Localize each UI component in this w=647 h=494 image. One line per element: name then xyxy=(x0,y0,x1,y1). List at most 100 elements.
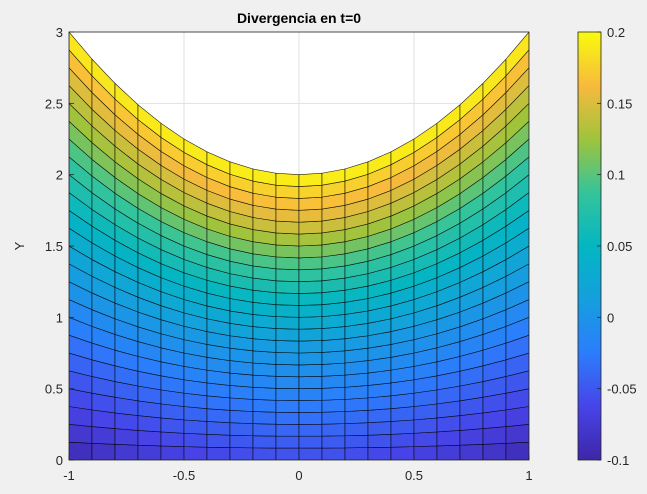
x-tick-label: -1 xyxy=(63,468,75,483)
mesh-cell xyxy=(505,209,529,244)
mesh-cell xyxy=(275,435,300,449)
mesh-cell xyxy=(229,409,254,424)
mesh-cell xyxy=(367,421,392,436)
mesh-cell xyxy=(229,434,254,449)
mesh-cell xyxy=(252,326,277,341)
mesh-cell xyxy=(505,299,529,327)
mesh-cell xyxy=(321,399,346,413)
mesh-cell xyxy=(298,435,323,449)
mesh-cell xyxy=(344,409,369,424)
colorbar-tick-label: 0.15 xyxy=(607,96,632,111)
mesh-cell xyxy=(114,443,139,460)
mesh-cell xyxy=(344,372,369,388)
mesh-cell xyxy=(298,232,323,247)
mesh-cell xyxy=(229,447,254,460)
mesh-cell xyxy=(275,388,300,401)
mesh-cell xyxy=(252,399,277,413)
mesh-cell xyxy=(275,447,300,460)
mesh-cell xyxy=(252,423,277,437)
mesh-cell xyxy=(275,232,300,247)
mesh-cell xyxy=(298,316,323,330)
mesh-cell xyxy=(252,386,277,401)
y-axis: 0 0.5 1 1.5 2 2.5 3 xyxy=(45,25,74,468)
mesh-cell xyxy=(505,85,529,127)
mesh-cell xyxy=(206,421,231,436)
mesh-cell xyxy=(505,245,529,277)
mesh-cell xyxy=(436,415,461,433)
mesh-cell xyxy=(206,408,231,424)
mesh-cell xyxy=(298,196,323,211)
mesh-cell xyxy=(321,326,346,341)
mesh-cell xyxy=(275,399,300,413)
mesh-cell xyxy=(505,174,529,211)
mesh-cell xyxy=(275,196,300,211)
mesh-cell xyxy=(482,426,507,445)
colorbar-tick-label: 0.2 xyxy=(607,25,625,40)
mesh-cell xyxy=(321,362,346,377)
mesh-cell xyxy=(436,430,461,447)
mesh-cell xyxy=(275,268,300,282)
mesh-cell xyxy=(505,406,529,427)
mesh-cell xyxy=(252,338,277,353)
mesh-cell xyxy=(252,350,277,365)
mesh-cell xyxy=(505,441,529,460)
mesh-cell xyxy=(367,434,392,448)
mesh-cell xyxy=(183,432,208,448)
mesh-cell xyxy=(160,417,185,434)
mesh-cell xyxy=(275,376,300,389)
mesh-cell xyxy=(275,292,300,306)
mesh-cell xyxy=(229,372,254,388)
mesh-cell xyxy=(206,446,231,460)
mesh-cell xyxy=(275,316,300,330)
mesh-cell xyxy=(298,280,323,294)
mesh-cell xyxy=(321,374,346,389)
mesh-cell xyxy=(459,443,484,460)
y-tick-label: 1 xyxy=(56,310,63,325)
mesh-cell xyxy=(321,423,346,437)
mesh-cell xyxy=(275,244,300,259)
mesh-cell xyxy=(367,408,392,424)
colorbar-tick-label: 0.05 xyxy=(607,239,632,254)
mesh-cell xyxy=(229,397,254,412)
mesh-cell xyxy=(505,49,529,94)
y-tick-label: 2 xyxy=(56,168,63,183)
mesh-cell xyxy=(252,411,277,425)
colorbar-tick-label: -0.05 xyxy=(607,382,637,397)
mesh-cell xyxy=(505,32,529,77)
mesh-cell xyxy=(482,442,507,460)
mesh-cell xyxy=(505,120,529,160)
mesh-cell xyxy=(459,412,484,431)
chart-title: Divergencia en t=0 xyxy=(237,10,361,26)
mesh-cell xyxy=(505,424,529,444)
mesh-cell xyxy=(505,192,529,227)
mesh-cell xyxy=(505,156,529,194)
mesh-cell xyxy=(252,447,277,460)
mesh-cell xyxy=(390,406,415,422)
mesh-cell xyxy=(298,352,323,366)
mesh-cell xyxy=(275,208,300,223)
mesh-cell xyxy=(505,352,529,377)
mesh-cell xyxy=(298,340,323,354)
mesh-cell xyxy=(390,446,415,460)
y-axis-label: Y xyxy=(12,241,27,250)
mesh-cell xyxy=(114,412,139,431)
mesh-cell xyxy=(275,184,300,199)
mesh-cell xyxy=(91,442,116,460)
mesh-cell xyxy=(91,426,116,445)
mesh-cell xyxy=(505,138,529,177)
mesh-cell xyxy=(206,395,231,411)
mesh-cell xyxy=(298,172,323,187)
mesh-cell xyxy=(344,397,369,412)
x-tick-label: 0.5 xyxy=(405,468,423,483)
mesh-cell xyxy=(321,386,346,401)
mesh-cell xyxy=(298,304,323,318)
mesh-cell xyxy=(505,370,529,394)
mesh-cell xyxy=(321,447,346,460)
colorbar-tick-label: 0.1 xyxy=(607,168,625,183)
mesh-cell xyxy=(275,411,300,425)
mesh-cell xyxy=(183,419,208,435)
mesh-cell xyxy=(114,428,139,446)
mesh-cell xyxy=(160,445,185,460)
mesh-cell xyxy=(137,444,162,460)
